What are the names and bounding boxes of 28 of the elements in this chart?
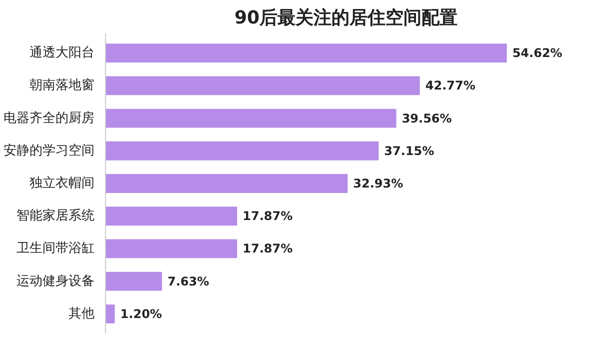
data-label: 42.77%	[425, 78, 476, 93]
chart-title: 90后最关注的居住空间配置	[234, 8, 458, 28]
y-tick-label: 卫生间带浴缸	[16, 241, 94, 256]
bar	[106, 76, 420, 96]
y-tick-label: 通透大阳台	[30, 46, 94, 61]
bar	[106, 272, 162, 291]
y-tick-label: 安静的学习空间	[4, 142, 94, 158]
data-label: 7.63%	[167, 274, 210, 288]
bar	[106, 304, 115, 324]
data-label: 1.20%	[120, 306, 162, 321]
y-tick-label: 独立衣帽间	[30, 175, 94, 191]
data-label: 32.93%	[353, 176, 404, 190]
y-tick-label: 智能家居系统	[16, 208, 94, 224]
data-label: 39.56%	[402, 111, 452, 126]
data-label: 37.15%	[384, 144, 434, 158]
data-label: 54.62%	[512, 46, 562, 60]
bar	[106, 174, 348, 193]
y-tick-label: 朝南落地窗	[30, 77, 94, 94]
bar	[106, 141, 379, 160]
data-label: 17.87%	[242, 209, 293, 224]
y-tick-label: 电器齐全的厨房	[4, 110, 94, 126]
data-label: 17.87%	[242, 242, 293, 256]
bar	[106, 206, 238, 226]
bar	[106, 239, 238, 258]
y-tick-label: 其他	[68, 306, 94, 322]
bar	[106, 108, 396, 128]
y-tick-label: 运动健身设备	[16, 274, 94, 289]
bar	[106, 44, 507, 63]
